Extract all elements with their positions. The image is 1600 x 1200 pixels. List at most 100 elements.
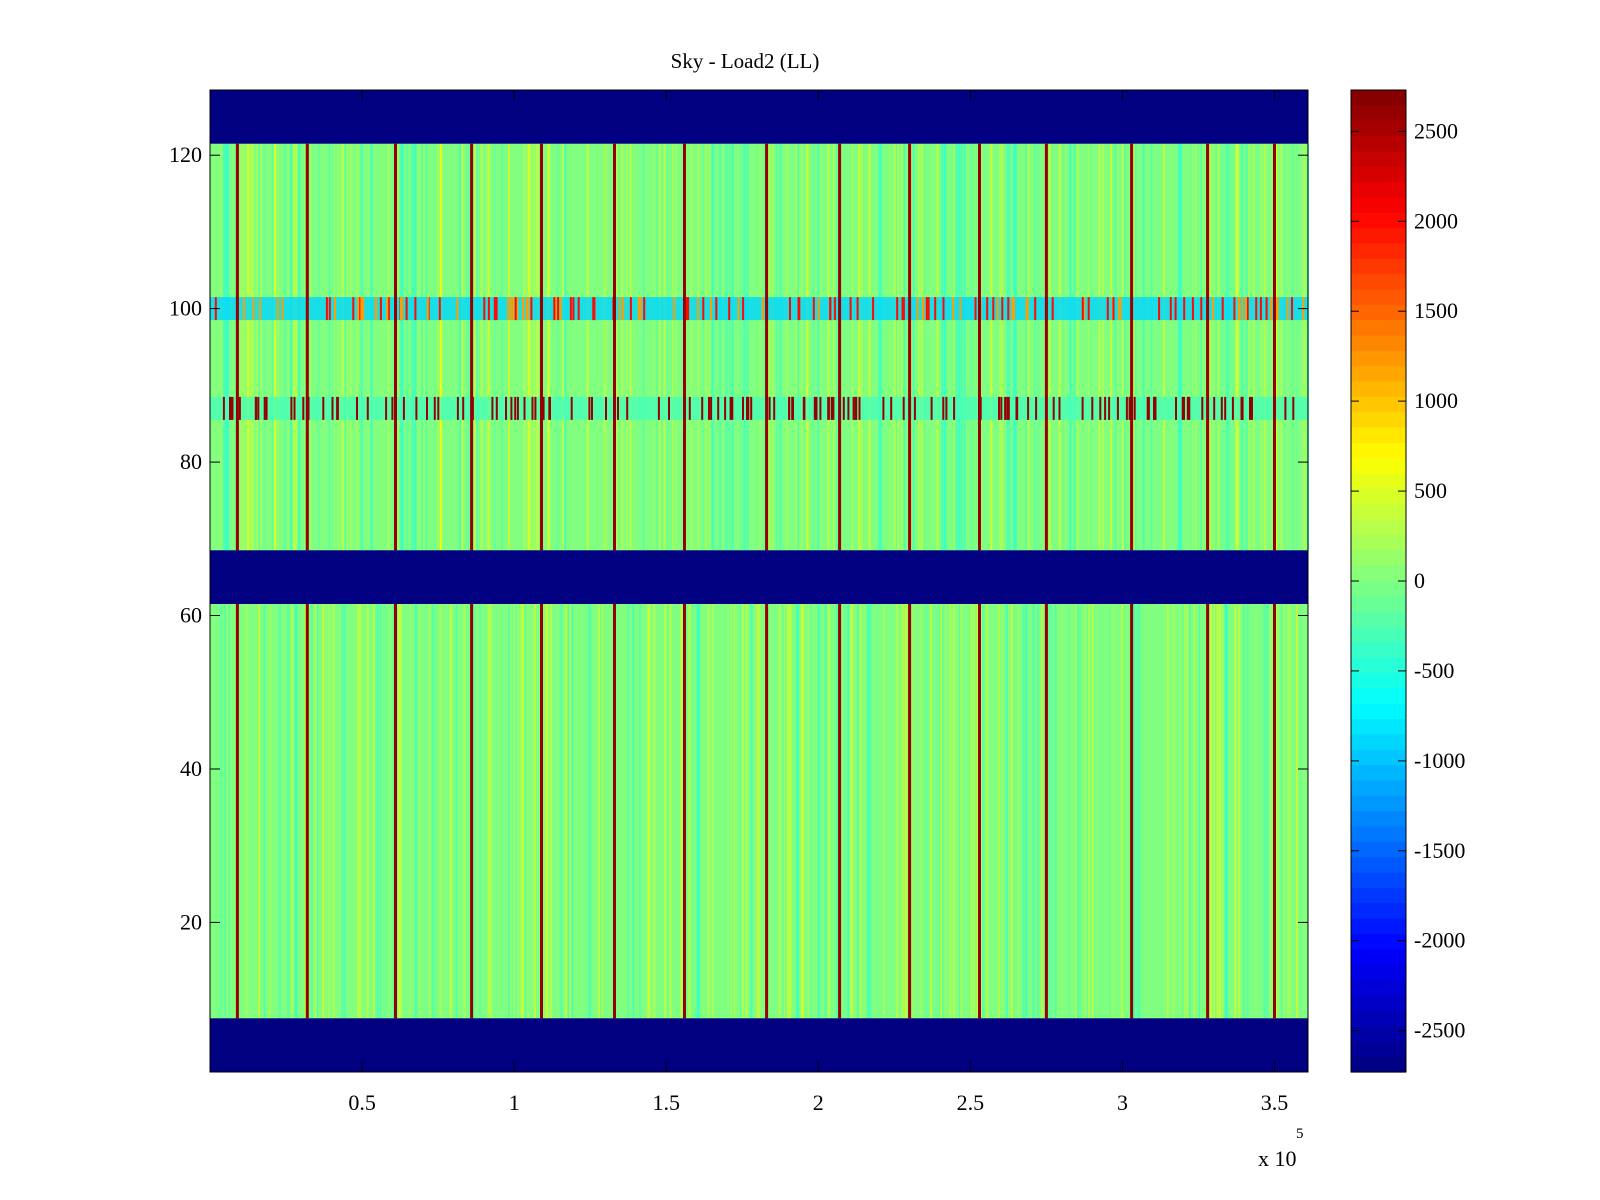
colorbar-swatch <box>1351 197 1406 214</box>
heatmap-noisy-row-spike <box>510 396 513 420</box>
heatmap-noisy-row-spike <box>832 396 835 420</box>
colorbar-swatch <box>1351 581 1406 597</box>
heatmap-spike-column <box>235 143 239 551</box>
heatmap-noise-streak <box>311 143 314 551</box>
heatmap-noise-streak <box>1256 143 1259 551</box>
heatmap-noisy-row-spike <box>788 396 791 420</box>
heatmap-noise-streak <box>672 143 674 551</box>
heatmap-noise-streak <box>868 143 871 551</box>
heatmap-noise-streak <box>316 604 319 1019</box>
heatmap-noisy-row-spike <box>491 396 494 420</box>
heatmap-noise-streak <box>1303 604 1305 1019</box>
heatmap-noisy-row-spike <box>559 297 562 321</box>
heatmap-noise-streak <box>356 143 359 551</box>
heatmap-noisy-row-spike <box>257 396 260 420</box>
heatmap-noise-streak <box>690 143 693 551</box>
heatmap-noise-streak <box>272 143 275 551</box>
heatmap-noisy-row-spike <box>930 396 933 420</box>
heatmap-noise-streak <box>493 143 496 551</box>
heatmap-noise-streak <box>341 143 344 551</box>
heatmap-noisy-row-spike <box>817 297 820 321</box>
heatmap-noise-streak <box>1287 604 1290 1019</box>
heatmap-noisy-row-spike <box>456 297 459 321</box>
heatmap-noise-streak <box>1221 604 1224 1019</box>
heatmap-noise-streak <box>1209 143 1211 551</box>
heatmap-noise-streak <box>782 604 785 1019</box>
heatmap-noise-streak <box>724 143 727 551</box>
heatmap-noisy-row-spike <box>819 396 822 420</box>
heatmap-noise-streak <box>771 143 774 551</box>
heatmap-noise-streak <box>1303 143 1306 551</box>
heatmap-noise-streak <box>1234 604 1237 1019</box>
heatmap-noise-streak <box>743 143 746 551</box>
heatmap-noise-streak <box>467 143 470 551</box>
heatmap-noise-streak <box>220 604 223 1019</box>
heatmap-noise-streak <box>686 604 689 1019</box>
heatmap-noisy-row-spike <box>495 297 498 321</box>
heatmap-noisy-row-spike <box>1108 396 1111 420</box>
heatmap-noisy-row-spike <box>812 297 815 321</box>
heatmap-noise-streak <box>763 143 766 551</box>
heatmap-noisy-row-spike <box>688 396 691 420</box>
heatmap-noise-streak <box>1109 604 1112 1019</box>
heatmap-noise-streak <box>621 143 624 551</box>
heatmap-noise-streak <box>685 143 688 551</box>
heatmap-spike-column <box>765 143 769 551</box>
heatmap-noise-streak <box>588 604 591 1019</box>
heatmap-noise-streak <box>213 143 216 551</box>
heatmap-noisy-row-spike <box>426 396 428 420</box>
heatmap-noisy-row-spike <box>1220 396 1223 420</box>
heatmap-spike-column <box>235 604 239 1019</box>
heatmap-noisy-row-spike <box>1133 396 1136 420</box>
heatmap-noisy-row-spike <box>913 396 916 420</box>
heatmap-noise-streak <box>1213 604 1215 1019</box>
heatmap-noise-streak <box>863 143 866 551</box>
heatmap-noise-streak <box>1102 143 1105 551</box>
heatmap-noise-streak <box>871 143 873 551</box>
heatmap-noise-streak <box>722 604 725 1019</box>
heatmap-noise-streak <box>323 143 326 551</box>
heatmap-noise-streak <box>414 143 417 551</box>
heatmap-noisy-row-spike <box>702 297 705 321</box>
heatmap-spike-column <box>540 143 543 551</box>
heatmap-noise-streak <box>858 143 861 551</box>
heatmap-noise-streak <box>489 604 492 1019</box>
heatmap-noisy-row-spike <box>854 396 857 420</box>
heatmap-noise-streak <box>780 143 783 551</box>
heatmap-noise-streak <box>228 604 231 1019</box>
heatmap-noise-streak <box>1201 143 1204 551</box>
heatmap-noise-streak <box>300 143 303 551</box>
heatmap-noise-streak <box>663 143 666 551</box>
colorbar-swatch <box>1351 979 1406 996</box>
heatmap-noise-streak <box>1136 143 1139 551</box>
heatmap-noise-streak <box>629 143 632 551</box>
heatmap-noise-streak <box>688 604 691 1019</box>
heatmap-noise-streak <box>627 604 630 1019</box>
heatmap-noisy-row-spike <box>1006 396 1009 420</box>
y-tick-label: 120 <box>169 142 202 167</box>
heatmap-noise-streak <box>1027 143 1030 551</box>
heatmap-noise-streak <box>1089 143 1092 551</box>
heatmap-noise-streak <box>664 604 667 1019</box>
heatmap-noisy-row-spike <box>593 297 596 321</box>
heatmap-noise-streak <box>701 604 704 1019</box>
heatmap-noisy-row-spike <box>1259 297 1262 321</box>
heatmap-noisy-row-spike <box>992 297 995 321</box>
heatmap-noisy-row-spike <box>456 396 459 420</box>
colorbar-swatch <box>1351 488 1406 505</box>
heatmap-noise-streak <box>704 143 707 551</box>
heatmap-noise-streak <box>730 604 732 1019</box>
heatmap-noise-streak <box>789 604 792 1019</box>
heatmap-noise-streak <box>1076 143 1079 551</box>
heatmap-noise-streak <box>1246 604 1249 1019</box>
heatmap-noisy-row-spike <box>1112 297 1115 321</box>
heatmap-noise-streak <box>1008 604 1011 1019</box>
heatmap-noise-streak <box>1048 143 1051 551</box>
colorbar-swatch <box>1351 534 1406 551</box>
heatmap-noise-streak <box>1150 143 1153 551</box>
heatmap-noisy-row-spike <box>729 396 732 420</box>
heatmap-noise-streak <box>1076 604 1079 1019</box>
heatmap-noise-streak <box>883 604 886 1019</box>
heatmap-spike-column <box>1130 604 1134 1019</box>
heatmap-noisy-row-spike <box>986 297 989 321</box>
